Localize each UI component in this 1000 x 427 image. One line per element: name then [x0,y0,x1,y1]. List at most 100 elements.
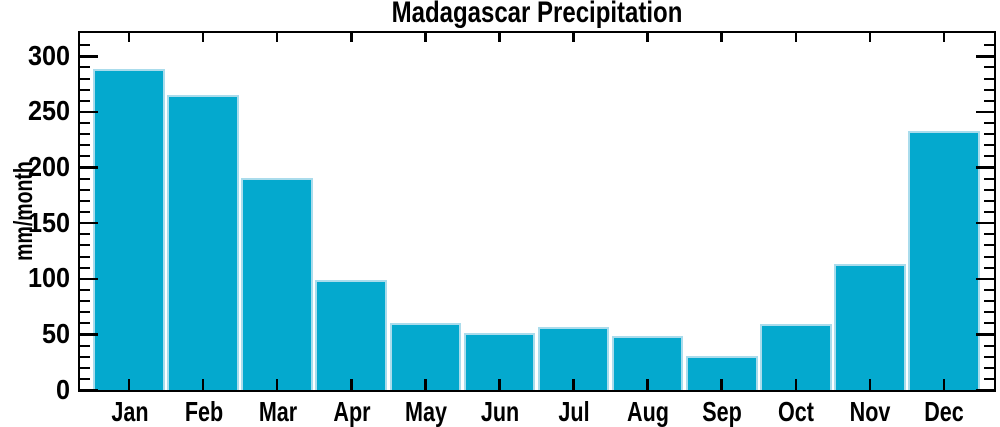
x-tick-top [127,33,131,42]
y-minor-tick-right [984,322,994,325]
y-major-tick-right [976,221,994,225]
x-tick-bottom [572,379,575,390]
y-minor-tick-left [80,255,90,258]
x-tick-label-nov: Nov [850,396,891,427]
y-minor-tick-right [984,99,994,102]
y-minor-tick-right [984,366,994,369]
x-tick-top [424,33,427,42]
y-minor-tick-left [80,377,90,380]
bar-nov [834,264,906,390]
y-minor-tick-left [80,355,90,358]
y-minor-tick-left [80,344,90,347]
x-tick-top [350,33,353,42]
x-tick-bottom [424,379,427,390]
x-tick-top [794,33,798,42]
y-minor-tick-right [984,355,994,358]
y-minor-tick-left [80,66,90,69]
y-major-tick-right [976,388,994,392]
y-minor-tick-left [80,122,90,124]
x-tick-top [868,33,872,42]
y-major-tick-left [80,277,98,280]
y-minor-tick-left [80,77,90,80]
y-minor-tick-left [80,44,90,47]
x-tick-top [646,33,649,42]
x-tick-top [942,33,946,42]
bar-dec [908,130,980,390]
plot-area [78,31,996,392]
y-minor-tick-right [984,44,994,47]
y-minor-tick-left [80,322,90,325]
y-major-tick-left [80,221,98,225]
y-minor-tick-right [984,300,994,302]
x-tick-label-feb: Feb [184,396,223,427]
y-tick-label: 300 [27,39,70,71]
x-tick-bottom [498,379,501,390]
bar-jan [93,68,165,390]
y-minor-tick-left [80,211,90,213]
y-minor-tick-left [80,88,90,91]
y-tick-label: 50 [41,317,70,349]
y-minor-tick-right [984,266,994,269]
y-minor-tick-left [80,311,90,314]
y-minor-tick-right [984,66,994,69]
y-minor-tick-right [984,144,994,147]
x-tick-bottom [942,379,946,390]
y-minor-tick-right [984,133,994,136]
x-tick-top [275,33,279,42]
y-minor-tick-right [984,211,994,213]
y-major-tick-right [976,166,994,169]
x-tick-label-apr: Apr [333,396,371,427]
y-minor-tick-right [984,122,994,124]
y-minor-tick-left [80,199,90,202]
x-tick-bottom [794,379,798,390]
y-major-tick-left [80,110,98,114]
y-major-tick-right [976,55,994,58]
y-major-tick-left [80,55,98,58]
x-tick-label-oct: Oct [778,396,815,427]
x-tick-bottom [201,379,205,390]
plot-inner [80,33,994,392]
y-tick-label: 0 [55,373,70,405]
x-tick-top [572,33,575,42]
y-major-tick-right [976,277,994,280]
y-minor-tick-left [80,177,90,180]
x-tick-bottom [127,379,131,390]
y-minor-tick-right [984,377,994,380]
bar-may [389,323,462,390]
y-minor-tick-right [984,155,994,158]
y-minor-tick-right [984,311,994,314]
y-major-tick-left [80,388,98,392]
x-tick-label-jul: Jul [558,396,590,427]
y-minor-tick-left [80,244,90,247]
x-tick-label-may: May [404,396,447,427]
y-minor-tick-right [984,244,994,247]
y-tick-label: 150 [27,206,70,238]
x-tick-top [498,33,501,42]
y-minor-tick-right [984,288,994,291]
x-tick-label-aug: Aug [627,396,670,427]
y-minor-tick-left [80,366,90,369]
y-minor-tick-left [80,300,90,302]
y-tick-label: 250 [27,95,70,127]
bar-mar [241,177,314,390]
x-tick-bottom [275,379,279,390]
y-minor-tick-left [80,188,90,191]
y-major-tick-left [80,166,98,169]
y-major-tick-right [976,110,994,114]
y-major-tick-left [80,333,98,336]
chart-title: Madagascar Precipitation [391,0,683,29]
y-minor-tick-right [984,255,994,258]
y-minor-tick-left [80,155,90,158]
y-major-tick-right [976,333,994,336]
x-tick-top [201,33,205,42]
x-tick-bottom [720,379,723,390]
x-tick-bottom [350,379,353,390]
x-tick-label-sep: Sep [702,396,742,427]
x-tick-label-jun: Jun [480,396,520,427]
x-tick-label-mar: Mar [258,396,297,427]
y-minor-tick-left [80,266,90,269]
y-minor-tick-right [984,188,994,191]
x-tick-label-dec: Dec [924,396,965,427]
y-minor-tick-left [80,144,90,147]
y-minor-tick-right [984,199,994,202]
